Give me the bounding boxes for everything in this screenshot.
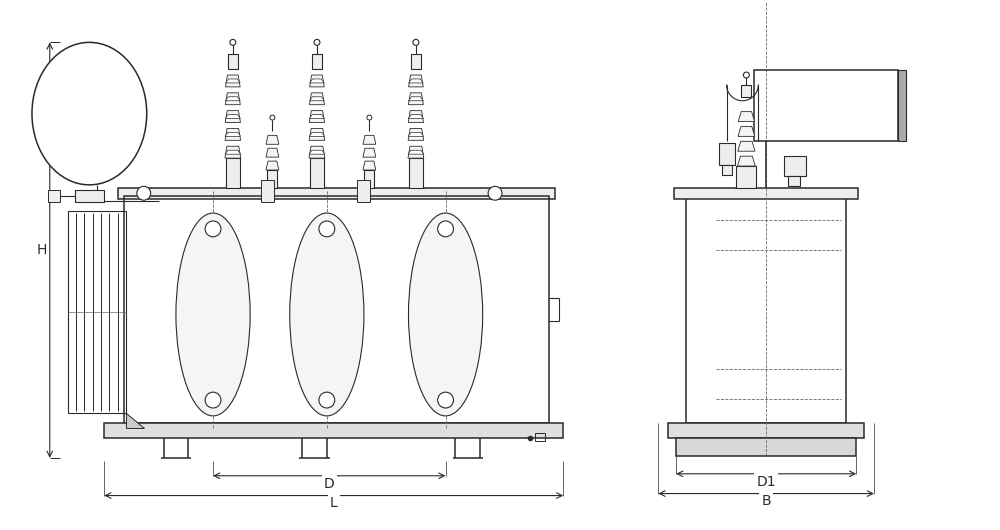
Bar (719, 143, 735, 165)
Polygon shape (737, 156, 755, 166)
Polygon shape (225, 128, 241, 140)
Polygon shape (225, 114, 240, 119)
Polygon shape (309, 114, 325, 119)
Text: D: D (324, 476, 335, 491)
Bar (364, 170, 374, 188)
Polygon shape (363, 148, 376, 157)
Polygon shape (363, 135, 376, 144)
Circle shape (205, 392, 221, 408)
Polygon shape (408, 150, 424, 154)
Bar (310, 158, 324, 188)
Bar (411, 54, 421, 69)
Circle shape (270, 115, 275, 120)
Polygon shape (408, 97, 423, 101)
Polygon shape (309, 128, 325, 140)
Polygon shape (226, 79, 240, 83)
Bar (124, 196, 549, 423)
Text: B: B (761, 494, 771, 508)
Bar (68, 210, 126, 413)
Polygon shape (225, 97, 240, 101)
Polygon shape (225, 93, 240, 105)
Polygon shape (738, 127, 755, 136)
Circle shape (367, 115, 372, 120)
Bar (409, 158, 423, 188)
Bar (686, 196, 846, 423)
Polygon shape (408, 114, 424, 119)
Circle shape (314, 39, 320, 46)
Polygon shape (409, 75, 423, 87)
Polygon shape (309, 111, 325, 122)
Polygon shape (309, 146, 325, 158)
Ellipse shape (176, 213, 250, 416)
Polygon shape (309, 93, 324, 105)
Bar (48, 190, 60, 202)
Bar (75, 190, 104, 202)
Circle shape (319, 392, 335, 408)
Polygon shape (363, 161, 376, 170)
Polygon shape (126, 413, 144, 428)
Bar (312, 54, 322, 69)
Ellipse shape (32, 42, 147, 185)
Bar (228, 54, 238, 69)
Ellipse shape (290, 213, 364, 416)
Bar (267, 170, 277, 188)
Bar (722, 165, 732, 175)
Polygon shape (310, 79, 324, 83)
Text: L: L (330, 497, 338, 510)
Polygon shape (738, 112, 755, 121)
Bar (668, 423, 864, 438)
Circle shape (319, 221, 335, 237)
Polygon shape (309, 97, 324, 101)
Text: D1: D1 (756, 475, 776, 489)
Circle shape (413, 39, 419, 46)
Bar (226, 158, 240, 188)
Bar (261, 180, 274, 202)
Bar (104, 423, 563, 438)
Bar (535, 433, 545, 441)
Polygon shape (408, 111, 424, 122)
Polygon shape (266, 148, 279, 157)
Circle shape (230, 39, 236, 46)
Polygon shape (738, 142, 755, 151)
Polygon shape (408, 146, 424, 158)
Polygon shape (409, 79, 423, 83)
Circle shape (743, 72, 749, 78)
Circle shape (488, 187, 502, 200)
Polygon shape (266, 135, 279, 144)
Circle shape (205, 221, 221, 237)
Circle shape (438, 392, 453, 408)
Polygon shape (225, 146, 241, 158)
Text: H: H (37, 243, 47, 257)
Polygon shape (226, 75, 240, 87)
Polygon shape (408, 132, 424, 136)
Bar (118, 188, 555, 199)
Bar (898, 70, 906, 142)
Polygon shape (309, 150, 325, 154)
Polygon shape (310, 75, 324, 87)
Bar (754, 70, 898, 142)
Ellipse shape (408, 213, 483, 416)
Bar (676, 438, 856, 456)
Bar (674, 188, 858, 199)
Polygon shape (225, 132, 241, 136)
Polygon shape (309, 132, 325, 136)
Bar (736, 166, 756, 188)
Circle shape (438, 221, 453, 237)
Circle shape (137, 187, 151, 200)
Polygon shape (408, 128, 424, 140)
Polygon shape (225, 111, 240, 122)
Bar (788, 176, 800, 186)
Polygon shape (266, 161, 279, 170)
Polygon shape (408, 93, 423, 105)
Bar (357, 180, 370, 202)
Polygon shape (225, 150, 241, 154)
Bar (741, 85, 751, 97)
Bar (784, 156, 806, 176)
